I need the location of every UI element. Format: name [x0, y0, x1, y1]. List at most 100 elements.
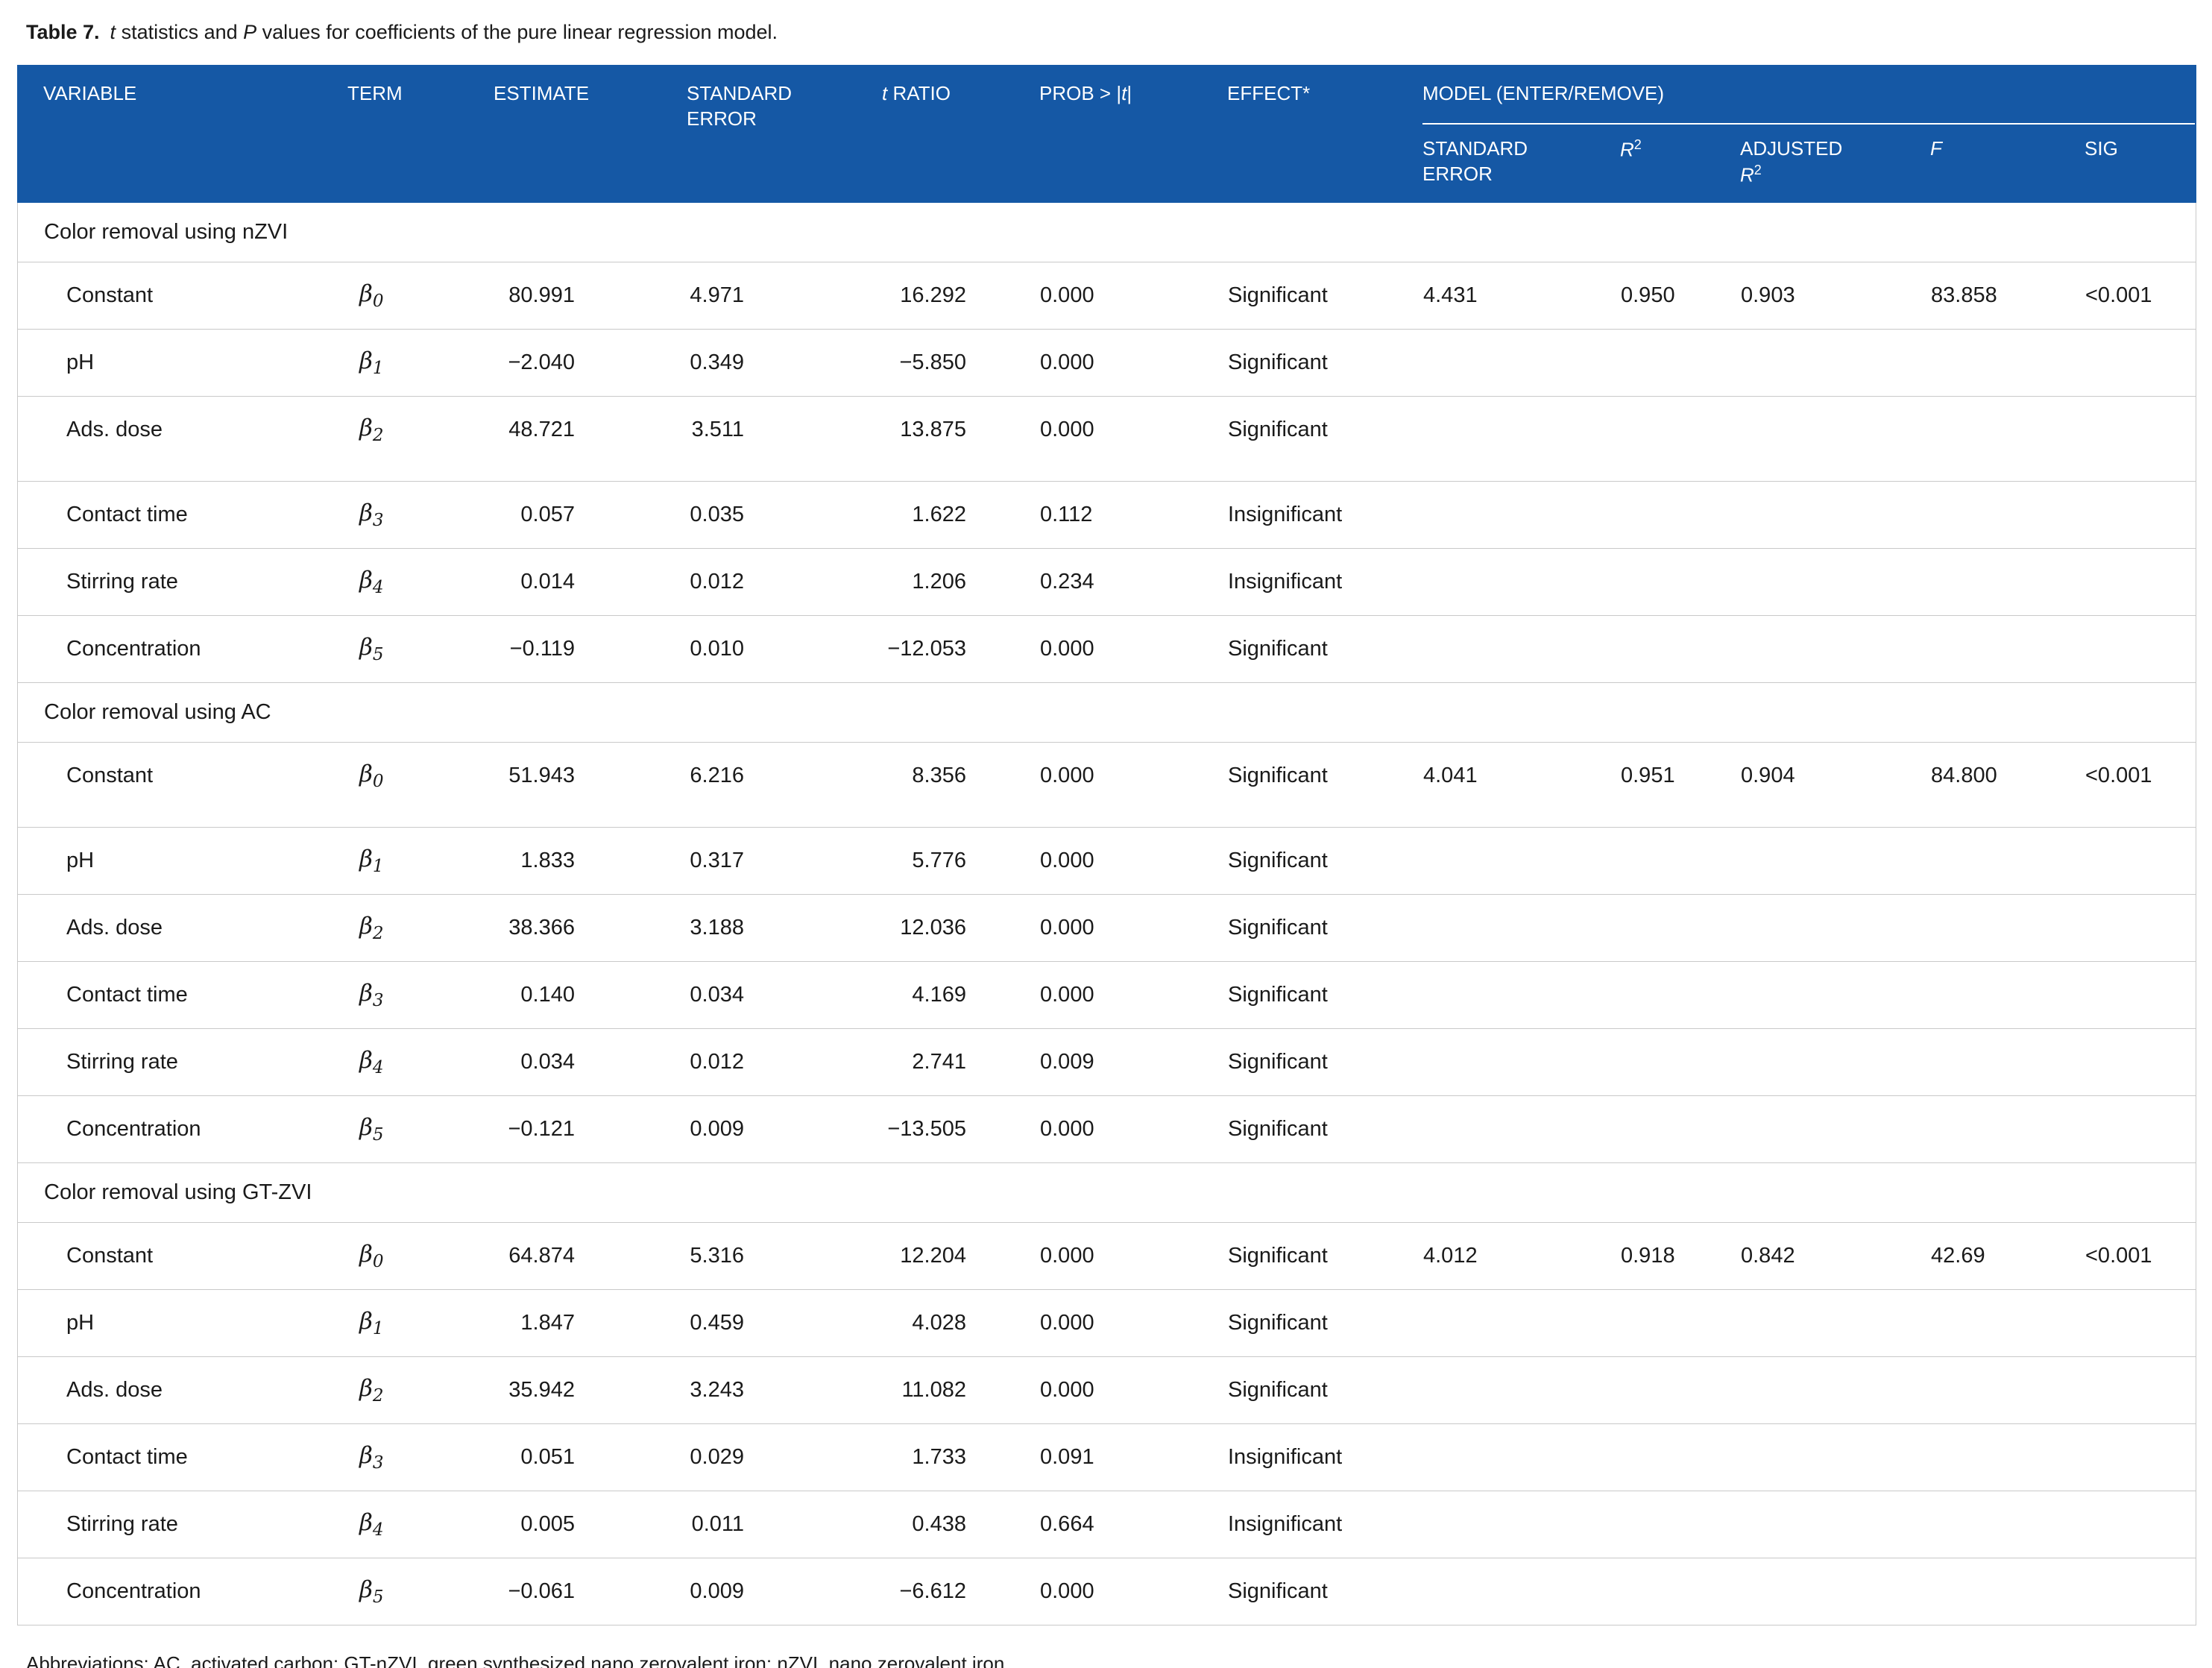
beta-subscript: 4	[372, 1058, 384, 1078]
cell-t-ratio: 4.028	[883, 1311, 1040, 1335]
cell-estimate: 48.721	[494, 418, 687, 442]
beta-term: β1	[359, 347, 384, 378]
table-number: Table 7.	[26, 21, 100, 43]
cell-std-error: 0.012	[687, 1050, 883, 1074]
cell-estimate: 80.991	[494, 283, 687, 308]
cell-term: β2	[348, 1375, 494, 1406]
caption-t-italic: t	[110, 21, 116, 43]
effect-value: Significant	[1228, 764, 1328, 788]
beta-term: β0	[359, 280, 384, 311]
variable-label: pH	[66, 350, 95, 375]
cell-std-error: 0.009	[687, 1579, 883, 1604]
beta-symbol: β	[359, 1047, 373, 1074]
cell-t-ratio: 2.741	[883, 1050, 1040, 1074]
cell-model-f: 83.858	[1931, 283, 2085, 308]
prob-value: 0.000	[1040, 1311, 1094, 1335]
beta-symbol: β	[359, 761, 373, 788]
cell-prob: 0.000	[1040, 637, 1228, 661]
std-error-value: 0.011	[691, 1512, 744, 1537]
cell-t-ratio: 16.292	[883, 283, 1040, 308]
variable-label: Contact time	[66, 1445, 188, 1470]
adjusted-line2: R2	[1740, 162, 1930, 188]
cell-prob: 0.000	[1040, 983, 1228, 1007]
col-header-r2: R2	[1620, 125, 1740, 163]
cell-term: β2	[348, 913, 494, 943]
table-row: Ads. dose β2 38.366 3.188 12.036 0.000 Signifi…	[18, 895, 2196, 963]
std-error-value: 3.188	[690, 916, 744, 940]
beta-subscript: 5	[372, 1587, 384, 1608]
cell-term: β4	[348, 1509, 494, 1540]
col-header-f: F	[1930, 125, 2085, 162]
beta-term: β2	[359, 913, 384, 943]
col-header-estimate-label: ESTIMATE	[494, 82, 590, 105]
cell-prob: 0.000	[1040, 1579, 1228, 1604]
adjusted-r2-sup: 2	[1753, 162, 1762, 177]
col-header-variable: VARIABLE	[17, 81, 347, 107]
beta-term: β3	[359, 980, 384, 1010]
beta-symbol: β	[359, 1576, 373, 1604]
cell-term: β5	[348, 634, 494, 664]
cell-prob: 0.664	[1040, 1512, 1228, 1537]
cell-prob: 0.009	[1040, 1050, 1228, 1074]
cell-std-error: 6.216	[687, 764, 883, 788]
prob-value: 0.009	[1040, 1050, 1094, 1074]
cell-variable: Concentration	[18, 1117, 348, 1142]
estimate-value: 0.140	[520, 983, 575, 1007]
beta-term: β3	[359, 1442, 384, 1473]
variable-label: Constant	[66, 1244, 154, 1268]
model-sig-value: <0.001	[2085, 1244, 2152, 1268]
cell-effect: Significant	[1228, 1378, 1423, 1403]
cell-estimate: 1.833	[494, 849, 687, 873]
cell-term: β5	[348, 1576, 494, 1607]
beta-term: β5	[359, 1114, 384, 1145]
std-error-value: 0.029	[690, 1445, 744, 1470]
cell-model-adj-r2: 0.842	[1741, 1244, 1931, 1268]
beta-subscript: 2	[372, 426, 384, 446]
table-row: Ads. dose β2 35.942 3.243 11.082 0.000 Signifi…	[18, 1357, 2196, 1425]
cell-model-sig: <0.001	[2085, 1244, 2196, 1268]
sig-label: SIG	[2085, 137, 2118, 160]
prob-value: 0.000	[1040, 1378, 1094, 1403]
variable-label: Concentration	[66, 1117, 201, 1142]
std-error-value: 0.009	[690, 1579, 744, 1604]
t-ratio-value: 4.028	[912, 1311, 966, 1335]
beta-symbol: β	[359, 1509, 373, 1537]
table-caption: Table 7. t statistics and P values for co…	[26, 19, 2195, 45]
t-ratio-value: 4.169	[912, 983, 966, 1007]
cell-std-error: 0.009	[687, 1117, 883, 1142]
table-row: Contact time β3 0.051 0.029 1.733 0.091 Insign…	[18, 1424, 2196, 1492]
variable-label: Constant	[66, 283, 154, 308]
cell-std-error: 5.316	[687, 1244, 883, 1268]
cell-estimate: −0.121	[494, 1117, 687, 1142]
estimate-value: 64.874	[508, 1244, 575, 1268]
model-adj-r2-value: 0.842	[1741, 1244, 1795, 1268]
cell-effect: Significant	[1228, 637, 1423, 661]
caption-text-mid: statistics and	[116, 21, 244, 43]
beta-subscript: 4	[372, 578, 384, 598]
cell-t-ratio: 1.733	[883, 1445, 1040, 1470]
cell-effect: Insignificant	[1228, 1445, 1423, 1470]
cell-prob: 0.234	[1040, 570, 1228, 594]
cell-prob: 0.091	[1040, 1445, 1228, 1470]
cell-effect: Significant	[1228, 1117, 1423, 1142]
table-row: pH β1 1.833 0.317 5.776 0.000 Significant	[18, 828, 2196, 896]
prob-value: 0.000	[1040, 1579, 1094, 1604]
cell-term: β1	[348, 846, 494, 876]
beta-symbol: β	[359, 415, 373, 442]
prob-value: 0.664	[1040, 1512, 1094, 1537]
model-f-value: 42.69	[1931, 1244, 1985, 1268]
beta-term: β5	[359, 634, 384, 664]
cell-prob: 0.000	[1040, 1311, 1228, 1335]
adjusted-r2-base: R	[1740, 163, 1754, 186]
prob-value: 0.000	[1040, 1244, 1094, 1268]
std-error-value: 0.459	[690, 1311, 744, 1335]
cell-t-ratio: 12.036	[883, 916, 1040, 940]
beta-subscript: 0	[372, 292, 384, 312]
std-error-value: 0.035	[690, 503, 744, 527]
beta-symbol: β	[359, 1241, 373, 1268]
cell-model-f: 42.69	[1931, 1244, 2085, 1268]
cell-model-std-error: 4.012	[1423, 1244, 1621, 1268]
t-ratio-value: 12.204	[900, 1244, 966, 1268]
cell-estimate: −2.040	[494, 350, 687, 375]
beta-subscript: 3	[372, 1453, 384, 1473]
